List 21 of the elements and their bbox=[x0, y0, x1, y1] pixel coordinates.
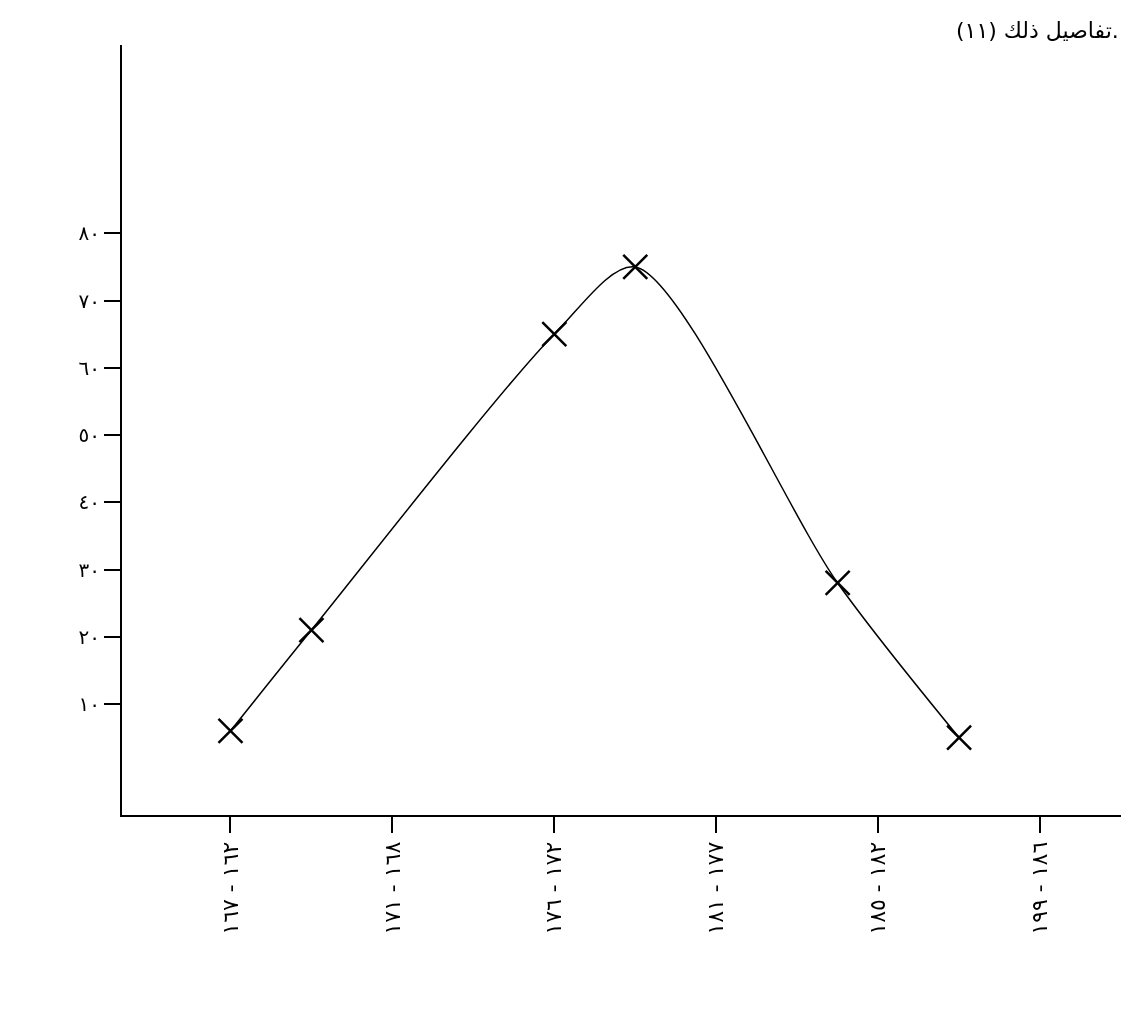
y-tick-label: ٥٠ bbox=[78, 423, 100, 448]
point bbox=[945, 724, 973, 751]
x-tick-label: ١٨٢ - ١٨٥ bbox=[865, 841, 891, 935]
y-tick-label: ٧٠ bbox=[78, 288, 100, 313]
x-tick-label: ١٦٨ - ١٧١ bbox=[379, 841, 405, 935]
point bbox=[824, 569, 851, 597]
x-tick-label: ١٧٧ - ١٨١ bbox=[703, 841, 729, 935]
x-tick-label: ١٨٦ - ١٩٩ bbox=[1027, 841, 1053, 935]
point bbox=[298, 616, 325, 644]
point bbox=[217, 717, 244, 745]
point bbox=[541, 320, 568, 348]
x-tick-label: ١٦٢ - ١٦٧ bbox=[217, 841, 243, 935]
y-tick-label: ١٠ bbox=[78, 692, 100, 717]
y-tick-label: ٦٠ bbox=[78, 355, 100, 380]
y-tick-label: ٢٠ bbox=[78, 624, 100, 649]
point bbox=[622, 253, 649, 281]
y-tick-label: ٣٠ bbox=[78, 557, 100, 582]
x-tick-label: ١٧٢ - ١٧٦ bbox=[541, 841, 567, 935]
y-tick-label: ٨٠ bbox=[78, 221, 100, 246]
y-tick-label: ٤٠ bbox=[78, 490, 100, 515]
text: (١١) تفاصيل ذلك. bbox=[956, 18, 1119, 43]
